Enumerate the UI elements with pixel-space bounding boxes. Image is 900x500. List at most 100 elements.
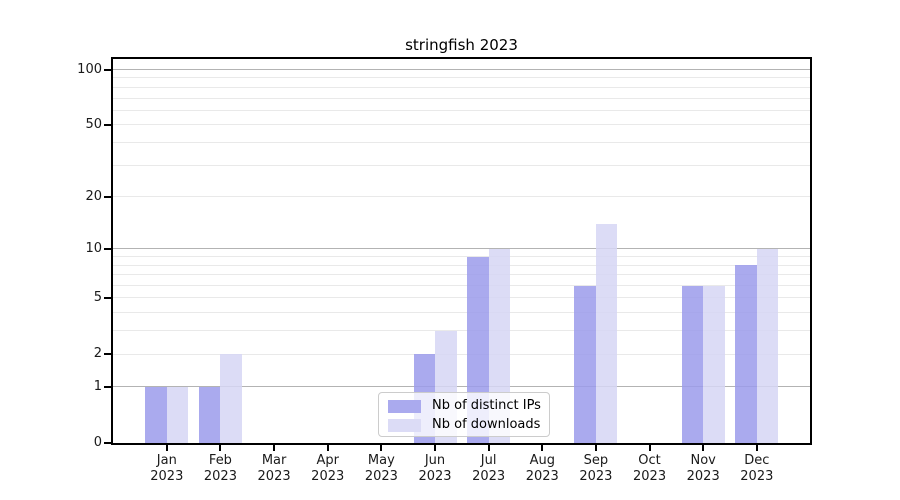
x-tick-label-jul: Jul 2023 [472, 453, 505, 485]
x-tick-label-apr: Apr 2023 [311, 453, 344, 485]
plot-area [111, 57, 812, 445]
x-tick-mark [219, 445, 222, 451]
legend-swatch-downloads-icon [388, 418, 421, 432]
gridline-minor [113, 97, 810, 99]
legend-label-downloads: Nb of downloads [432, 417, 541, 432]
gridline-minor [113, 274, 810, 276]
x-tick-mark [326, 445, 329, 451]
y-tick-label: 100 [77, 61, 102, 77]
x-tick-year: 2023 [633, 469, 667, 484]
gridline-minor [113, 109, 810, 111]
x-tick-label-aug: Aug 2023 [526, 453, 559, 485]
gridline-minor [113, 312, 810, 314]
x-tick-mark [487, 445, 490, 451]
gridline-minor [113, 196, 810, 198]
x-tick-month: Jan [156, 453, 177, 468]
x-tick-month: Aug [529, 453, 555, 468]
legend-item-downloads: Nb of downloads [388, 416, 549, 434]
gridline-minor [113, 330, 810, 332]
legend-item-distinct-ips: Nb of distinct IPs [388, 397, 549, 415]
y-tick-label: 10 [85, 240, 102, 256]
y-tick-mark [104, 296, 111, 299]
x-tick-label-oct: Oct 2023 [633, 453, 666, 485]
x-tick-mark [702, 445, 705, 451]
x-tick-mark [380, 445, 383, 451]
legend-label-distinct-ips: Nb of distinct IPs [432, 398, 541, 413]
gridline-minor [113, 164, 810, 166]
y-tick-mark [104, 123, 111, 126]
gridline-minor [113, 77, 810, 79]
bar-downloads-feb [220, 354, 242, 443]
x-tick-mark [273, 445, 276, 451]
x-tick-month: Oct [638, 453, 661, 468]
bar-downloads-dec [756, 248, 779, 443]
legend: Nb of distinct IPs Nb of downloads [378, 392, 550, 437]
x-tick-month: May [367, 453, 395, 468]
gridline-minor [113, 141, 810, 143]
x-tick-year: 2023 [686, 469, 720, 484]
x-tick-mark [165, 445, 168, 451]
y-tick-mark [104, 195, 111, 198]
x-tick-year: 2023 [257, 469, 291, 484]
gridline-minor [113, 353, 810, 355]
x-tick-label-jan: Jan 2023 [150, 453, 183, 485]
x-tick-month: Sep [583, 453, 609, 468]
y-tick-label: 1 [93, 378, 102, 394]
y-tick-label: 0 [93, 435, 102, 450]
x-tick-month: Jun [424, 453, 446, 468]
y-tick-label: 50 [85, 116, 102, 132]
x-tick-year: 2023 [150, 469, 184, 484]
legend-swatch-distinct-ips-icon [388, 399, 421, 413]
y-tick-mark [104, 442, 111, 444]
x-tick-mark [648, 445, 651, 451]
gridline-minor [113, 256, 810, 258]
bar-downloads-nov [703, 285, 725, 443]
x-tick-year: 2023 [472, 469, 506, 484]
bar-distinct-ips-sep [574, 285, 596, 443]
x-tick-year: 2023 [364, 469, 398, 484]
x-tick-month: Mar [261, 453, 287, 468]
y-tick-label: 20 [85, 188, 102, 204]
x-tick-mark [755, 445, 758, 451]
x-tick-label-may: May 2023 [365, 453, 398, 485]
bar-distinct-ips-nov [681, 285, 704, 443]
bar-distinct-ips-feb [198, 386, 221, 443]
bar-downloads-jan [166, 386, 189, 443]
gridline-major [113, 69, 810, 70]
x-tick-label-dec: Dec 2023 [740, 453, 773, 485]
gridline-major [113, 248, 810, 250]
bar-downloads-sep [595, 223, 618, 443]
x-tick-year: 2023 [311, 469, 345, 484]
gridline-major [113, 386, 810, 388]
x-tick-year: 2023 [579, 469, 613, 484]
x-tick-month: Apr [316, 453, 339, 468]
gridline-minor [113, 124, 810, 126]
gridline-minor [113, 86, 810, 88]
x-tick-mark [541, 445, 544, 451]
gridline-minor [113, 297, 810, 299]
y-tick-label: 5 [93, 289, 102, 305]
x-tick-label-nov: Nov 2023 [687, 453, 720, 485]
y-tick-mark [104, 247, 111, 250]
bar-distinct-ips-jan [145, 386, 167, 443]
x-tick-year: 2023 [525, 469, 559, 484]
x-tick-month: Feb [208, 453, 232, 468]
bar-distinct-ips-dec [735, 265, 757, 443]
y-tick-mark [104, 353, 111, 356]
x-tick-month: Dec [744, 453, 770, 468]
x-tick-year: 2023 [418, 469, 452, 484]
x-tick-label-sep: Sep 2023 [579, 453, 612, 485]
x-tick-mark [434, 445, 436, 451]
y-tick-mark [104, 385, 111, 388]
x-tick-label-mar: Mar 2023 [258, 453, 291, 485]
x-tick-mark [594, 445, 597, 451]
x-tick-year: 2023 [203, 469, 237, 484]
x-tick-year: 2023 [740, 469, 774, 484]
chart-title: stringfish 2023 [405, 36, 518, 54]
x-tick-month: Jul [480, 453, 497, 468]
y-tick-label: 2 [93, 346, 102, 362]
x-tick-label-feb: Feb 2023 [204, 453, 237, 485]
y-tick-mark [104, 68, 111, 71]
x-tick-month: Nov [690, 453, 716, 468]
